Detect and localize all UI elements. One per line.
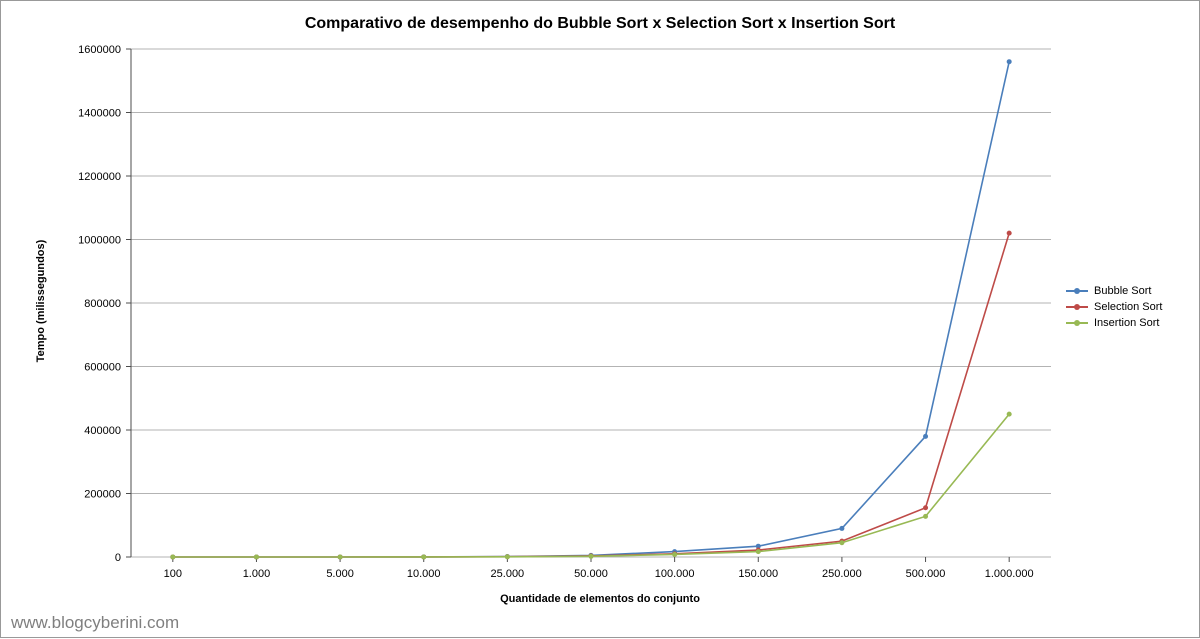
x-tick-label: 500.000	[906, 568, 946, 580]
y-tick-label: 200000	[84, 489, 121, 501]
data-point	[1007, 231, 1012, 236]
data-point	[756, 549, 761, 554]
x-tick-label: 50.000	[574, 568, 608, 580]
data-point	[589, 554, 594, 559]
data-point	[421, 554, 426, 559]
y-tick-label: 1200000	[78, 171, 121, 183]
legend-item: Bubble Sort	[1066, 285, 1162, 297]
y-tick-label: 400000	[84, 425, 121, 437]
legend-label: Selection Sort	[1094, 301, 1162, 313]
data-point	[923, 505, 928, 510]
x-tick-label: 100	[164, 568, 182, 580]
series-line	[173, 62, 1009, 557]
y-tick-label: 1600000	[78, 44, 121, 56]
series-line	[173, 414, 1009, 557]
y-tick-label: 600000	[84, 362, 121, 374]
x-tick-label: 1.000	[243, 568, 271, 580]
legend-item: Selection Sort	[1066, 301, 1162, 313]
y-tick-label: 1000000	[78, 235, 121, 247]
data-point	[923, 514, 928, 519]
y-tick-label: 1400000	[78, 108, 121, 120]
x-tick-label: 250.000	[822, 568, 862, 580]
data-point	[1007, 412, 1012, 417]
data-point	[505, 554, 510, 559]
legend-item: Insertion Sort	[1066, 317, 1162, 329]
y-tick-label: 800000	[84, 298, 121, 310]
data-point	[839, 526, 844, 531]
data-point	[923, 434, 928, 439]
series-line	[173, 233, 1009, 557]
data-point	[1007, 59, 1012, 64]
data-point	[672, 552, 677, 557]
x-tick-label: 1.000.000	[985, 568, 1034, 580]
x-tick-label: 150.000	[738, 568, 778, 580]
x-tick-label: 100.000	[655, 568, 695, 580]
legend-label: Bubble Sort	[1094, 285, 1151, 297]
chart-frame: Comparativo de desempenho do Bubble Sort…	[0, 0, 1200, 638]
y-tick-label: 0	[115, 552, 121, 564]
data-point	[839, 540, 844, 545]
chart-canvas: 0 200000 400000 600000 800000 1000000 1200000 1…	[1, 1, 1200, 639]
x-tick-label: 10.000	[407, 568, 441, 580]
legend: Bubble Sort Selection Sort Insertion Sort	[1066, 281, 1162, 333]
data-point	[170, 555, 175, 560]
data-point	[338, 555, 343, 560]
x-tick-label: 25.000	[491, 568, 525, 580]
data-point	[254, 555, 259, 560]
x-tick-label: 5.000	[326, 568, 354, 580]
watermark: www.blogcyberini.com	[11, 613, 179, 633]
legend-label: Insertion Sort	[1094, 317, 1159, 329]
